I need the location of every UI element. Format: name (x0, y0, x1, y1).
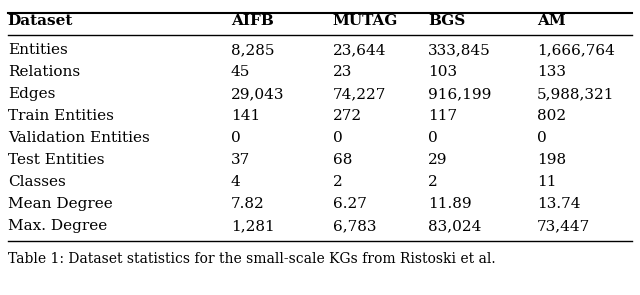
Text: 0: 0 (537, 131, 547, 145)
Text: 103: 103 (428, 65, 458, 79)
Text: 11: 11 (537, 175, 556, 189)
Text: 1,281: 1,281 (231, 219, 275, 233)
Text: 23,644: 23,644 (333, 43, 387, 58)
Text: Train Entities: Train Entities (8, 109, 114, 123)
Text: 8,285: 8,285 (231, 43, 275, 58)
Text: Mean Degree: Mean Degree (8, 197, 113, 211)
Text: 13.74: 13.74 (537, 197, 580, 211)
Text: 0: 0 (231, 131, 241, 145)
Text: 272: 272 (333, 109, 362, 123)
Text: 5,988,321: 5,988,321 (537, 87, 614, 101)
Text: 74,227: 74,227 (333, 87, 386, 101)
Text: 37: 37 (231, 153, 250, 167)
Text: BGS: BGS (428, 14, 465, 28)
Text: 802: 802 (537, 109, 566, 123)
Text: 333,845: 333,845 (428, 43, 491, 58)
Text: 11.89: 11.89 (428, 197, 472, 211)
Text: AM: AM (537, 14, 565, 28)
Text: 916,199: 916,199 (428, 87, 492, 101)
Text: Table 1: Dataset statistics for the small-scale KGs from Ristoski et al.: Table 1: Dataset statistics for the smal… (8, 252, 495, 266)
Text: 68: 68 (333, 153, 352, 167)
Text: 7.82: 7.82 (231, 197, 264, 211)
Text: Test Entities: Test Entities (8, 153, 104, 167)
Text: Edges: Edges (8, 87, 55, 101)
Text: 23: 23 (333, 65, 352, 79)
Text: 2: 2 (333, 175, 342, 189)
Text: 45: 45 (231, 65, 250, 79)
Text: 117: 117 (428, 109, 458, 123)
Text: Classes: Classes (8, 175, 65, 189)
Text: Validation Entities: Validation Entities (8, 131, 150, 145)
Text: 29: 29 (428, 153, 448, 167)
Text: 0: 0 (333, 131, 342, 145)
Text: Entities: Entities (8, 43, 67, 58)
Text: Max. Degree: Max. Degree (8, 219, 107, 233)
Text: 29,043: 29,043 (231, 87, 284, 101)
Text: 73,447: 73,447 (537, 219, 590, 233)
Text: 0: 0 (428, 131, 438, 145)
Text: 141: 141 (231, 109, 260, 123)
Text: 1,666,764: 1,666,764 (537, 43, 614, 58)
Text: 2: 2 (428, 175, 438, 189)
Text: AIFB: AIFB (231, 14, 274, 28)
Text: Relations: Relations (8, 65, 80, 79)
Text: 6.27: 6.27 (333, 197, 367, 211)
Text: MUTAG: MUTAG (333, 14, 398, 28)
Text: 4: 4 (231, 175, 241, 189)
Text: 133: 133 (537, 65, 566, 79)
Text: Dataset: Dataset (8, 14, 73, 28)
Text: 83,024: 83,024 (428, 219, 482, 233)
Text: 198: 198 (537, 153, 566, 167)
Text: 6,783: 6,783 (333, 219, 376, 233)
